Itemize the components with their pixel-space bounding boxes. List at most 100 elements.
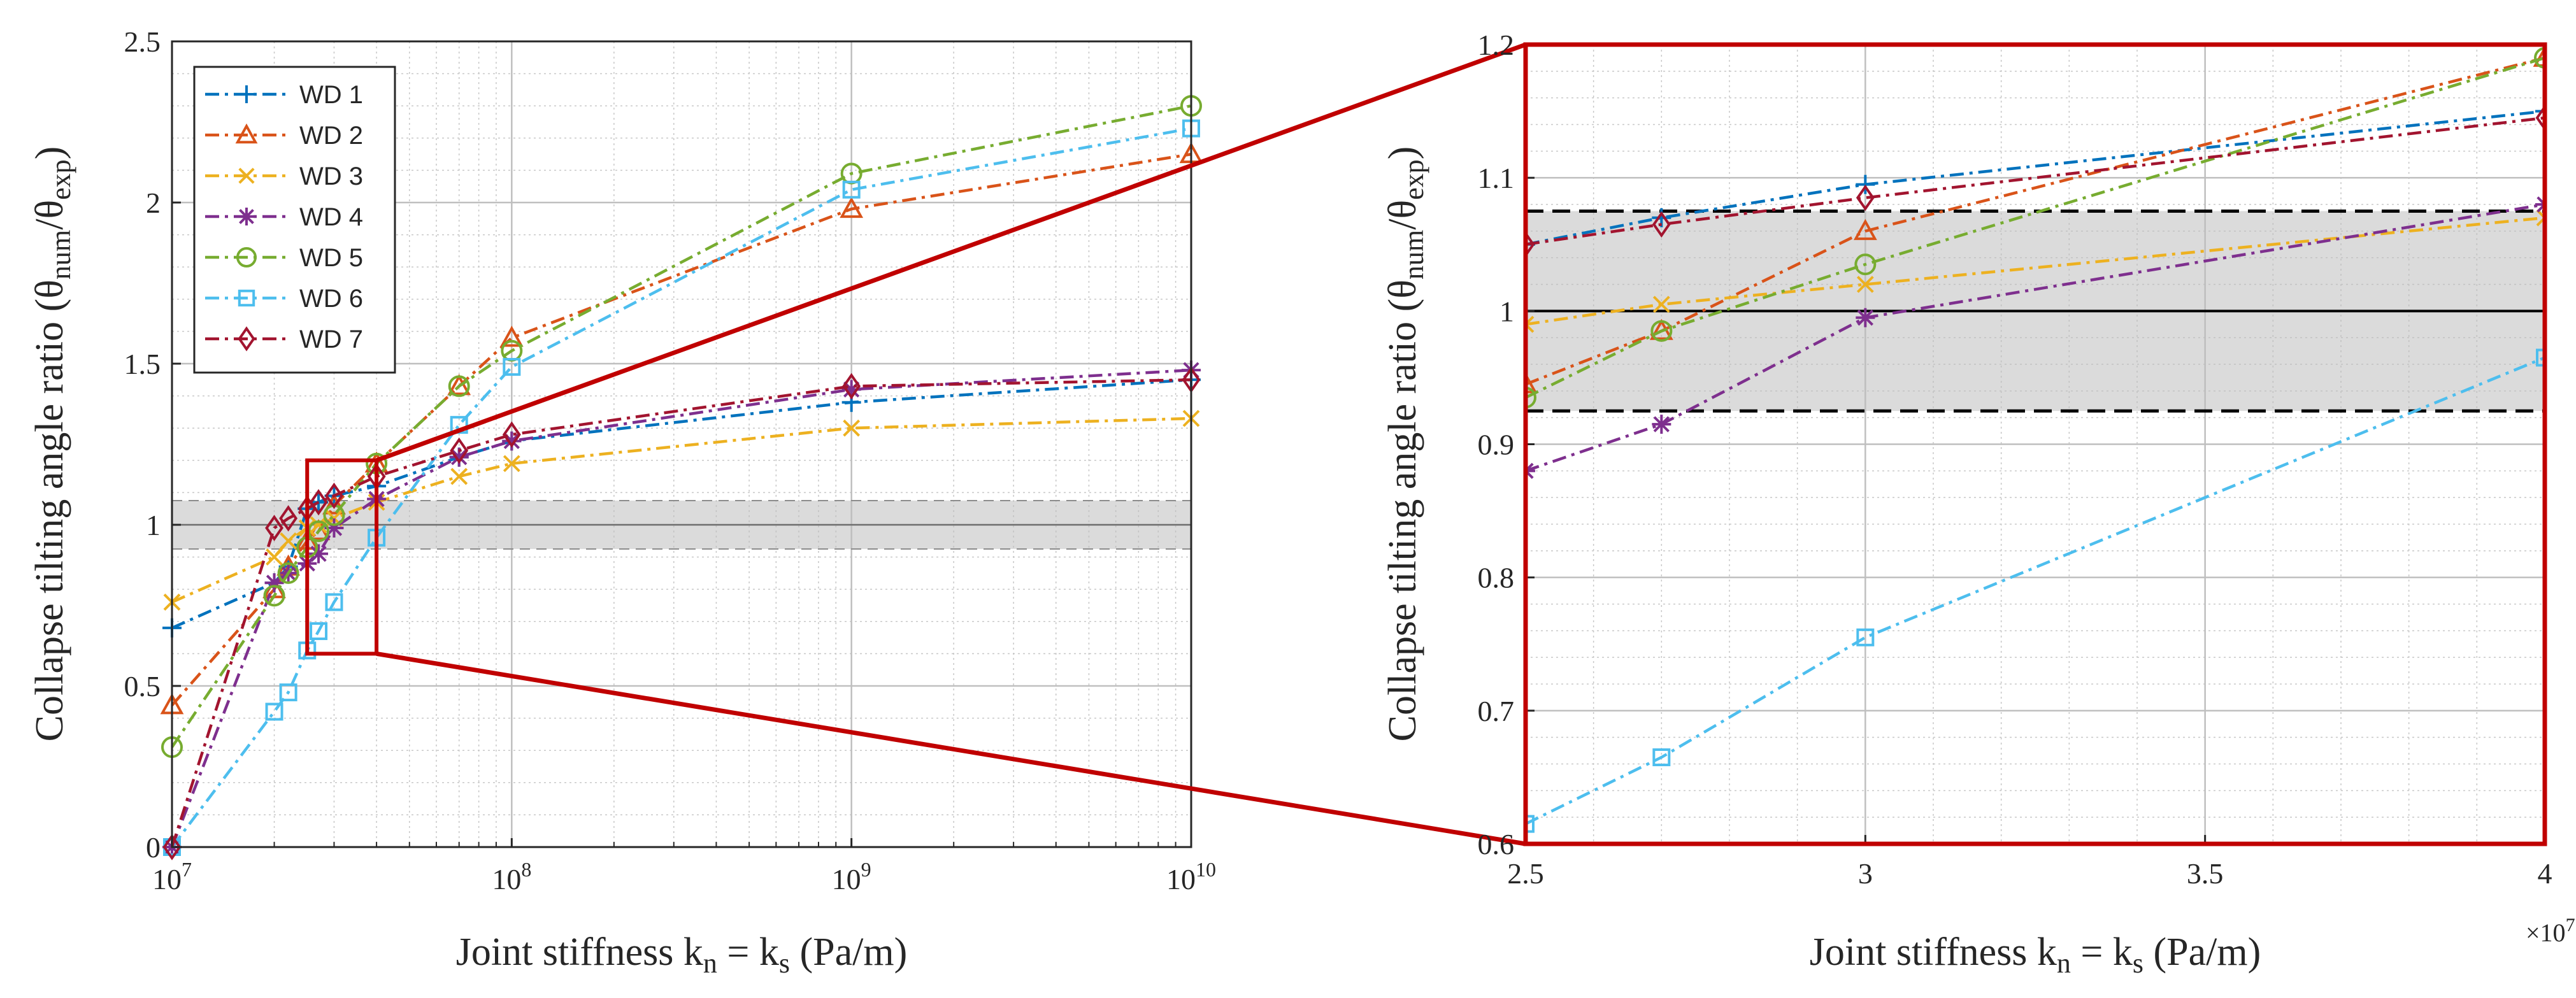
main-xtick-label: 108 xyxy=(492,858,531,895)
zoom-point-3-2 xyxy=(1856,276,1874,293)
zoom-plot-frame xyxy=(1523,42,2547,846)
zoom-series-wd-3 xyxy=(1526,209,2545,333)
zoom-ticks: 2.5 3 3.5 4 0.6 0.7 0.8 0.9 1 1.1 1.2 xyxy=(1478,29,2552,890)
main-point-6-2 xyxy=(279,683,297,702)
legend-entry: WD 2 xyxy=(205,122,363,150)
main-ylabel-prefix: Collapse tilting angle ratio (θ xyxy=(28,280,71,741)
main-point-7-4 xyxy=(309,488,328,516)
main-xlabel-mid: = k xyxy=(717,930,779,974)
legend-label: WD 5 xyxy=(299,244,363,272)
zoom-ytick-label: 1.2 xyxy=(1478,29,1515,61)
legend-entry: WD 3 xyxy=(205,162,363,190)
zoom-ylabel-sep: /θ xyxy=(1381,200,1424,230)
zoom-line-5 xyxy=(1526,56,2545,399)
zoom-ylabel-suffix: ) xyxy=(1381,146,1424,160)
main-point-4-9 xyxy=(841,380,861,399)
legend-entry: WD 1 xyxy=(205,81,363,109)
zoom-point-6-1 xyxy=(1652,748,1671,767)
zoom-point-5-2 xyxy=(1854,253,1877,276)
main-point-7-9 xyxy=(842,373,861,400)
zoom-point-2-2 xyxy=(1853,218,1877,240)
main-plot-frame xyxy=(171,40,1192,848)
zoom-series-wd-7 xyxy=(1526,104,2545,258)
main-xtick-label: 107 xyxy=(152,858,192,895)
zoom-series-wd-5 xyxy=(1526,46,2545,409)
zoom-point-7-2 xyxy=(1856,184,1875,211)
legend-label: WD 6 xyxy=(299,285,363,313)
zoom-point-7-3 xyxy=(2535,104,2545,131)
main-xlabel-tail: (Pa/m) xyxy=(790,930,907,974)
zoom-series-wd-6 xyxy=(1526,348,2545,833)
main-point-7-2 xyxy=(279,505,298,532)
zoom-point-4-2 xyxy=(1856,308,1875,327)
main-point-4-7 xyxy=(449,447,469,467)
zoom-series-wd-4 xyxy=(1526,195,2545,481)
main-y-axis-label: Collapse tilting angle ratio (θnum/θexp) xyxy=(28,146,76,742)
main-series-wd-6 xyxy=(163,119,1200,856)
zoom-ytick-label: 0.7 xyxy=(1478,695,1515,727)
legend-swatch-marker xyxy=(238,326,255,352)
main-xtick-base: 10 xyxy=(152,863,182,895)
main-point-7-5 xyxy=(325,482,343,510)
zoom-tolerance-band xyxy=(1526,209,2545,413)
main-xlabel-sub-n: n xyxy=(703,948,717,979)
zoom-point-6-2 xyxy=(1856,628,1875,646)
main-point-7-7 xyxy=(450,437,469,464)
main-ylabel-sub2: exp xyxy=(45,159,76,200)
main-series-wd-7 xyxy=(162,366,1201,860)
zoom-point-7-0 xyxy=(1526,231,1535,258)
zoom-ylabel-sub2: exp xyxy=(1398,159,1429,200)
legend-swatch-marker xyxy=(238,85,255,103)
legend-swatch-marker xyxy=(238,208,255,225)
zoom-point-1-3 xyxy=(2535,101,2545,121)
main-point-3-8 xyxy=(503,455,520,473)
zoom-ytick-label: 1 xyxy=(1499,295,1514,327)
zoom-ytick-label: 0.6 xyxy=(1478,828,1515,860)
main-ytick-label: 1.5 xyxy=(124,348,161,380)
zoom-box xyxy=(305,458,379,656)
legend-label: WD 1 xyxy=(299,81,363,109)
zoom-ytick-label: 0.9 xyxy=(1478,429,1515,461)
zoom-line-7 xyxy=(1526,116,2545,246)
zoom-point-3-1 xyxy=(1652,296,1670,313)
main-ytick-label: 2.5 xyxy=(124,25,161,58)
main-ytick-label: 0.5 xyxy=(124,670,161,702)
main-x-axis-label: Joint stiffness kn = ks (Pa/m) xyxy=(456,930,907,979)
zoom-x-exponent-power: 7 xyxy=(2566,915,2575,936)
main-point-7-1 xyxy=(265,515,283,541)
zoom-xlabel-tail: (Pa/m) xyxy=(2143,930,2261,974)
main-ytick-label: 1 xyxy=(146,509,161,541)
zoom-point-4-1 xyxy=(1652,415,1671,434)
main-point-2-7 xyxy=(447,374,471,396)
zoom-series-wd-2 xyxy=(1526,45,2545,394)
main-xlabel-sub-s: s xyxy=(779,948,790,979)
main-xtick-base: 10 xyxy=(832,863,861,895)
main-point-3-9 xyxy=(843,419,861,437)
zoom-point-5-0 xyxy=(1526,387,1536,409)
connector-bottom xyxy=(376,651,1526,846)
main-ylabel-suffix: ) xyxy=(28,146,71,160)
zoom-point-1-2 xyxy=(1856,175,1875,194)
main-ytick-label: 2 xyxy=(146,187,161,219)
main-point-5-1 xyxy=(263,585,285,607)
zoom-point-6-3 xyxy=(2536,348,2545,367)
main-point-2-9 xyxy=(840,197,864,218)
main-point-5-7 xyxy=(448,375,470,397)
main-point-6-5 xyxy=(325,593,343,611)
main-point-3-1 xyxy=(266,548,283,566)
zoom-point-5-1 xyxy=(1650,320,1673,342)
connector-top xyxy=(375,42,1527,463)
main-ylabel-sub1: num xyxy=(45,230,76,280)
legend-swatch-marker xyxy=(238,168,255,184)
legend-entry: WD 4 xyxy=(205,203,363,231)
main-xtick-exp: 10 xyxy=(1196,858,1216,881)
zoom-point-2-3 xyxy=(2533,45,2545,67)
main-xtick-label: 1010 xyxy=(1166,858,1216,895)
legend-label: WD 7 xyxy=(299,325,363,353)
main-point-4-5 xyxy=(324,518,344,538)
main-xtick-exp: 7 xyxy=(182,858,192,881)
main-point-4-1 xyxy=(264,573,284,593)
main-point-6-8 xyxy=(503,358,521,376)
zoom-line-4 xyxy=(1526,203,2545,473)
